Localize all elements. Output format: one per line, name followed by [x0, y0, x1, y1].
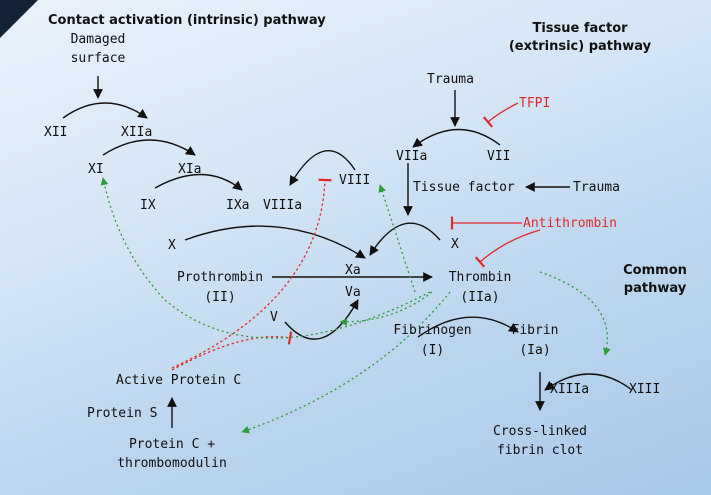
- node-thrombin: Thrombin: [448, 270, 512, 285]
- node-prothrombin: Prothrombin: [176, 270, 264, 285]
- node-active-protein-c: Active Protein C: [116, 373, 242, 388]
- node-protein-s: Protein S: [87, 406, 158, 421]
- node-va: Va: [345, 285, 361, 300]
- node-ixa: IXa: [226, 198, 250, 213]
- node-fibrinogen: Fibrinogen: [393, 323, 472, 338]
- inhibit-apc-viii: [171, 178, 332, 369]
- edge-v-va: [284, 299, 359, 340]
- node-antithrombin: Antithrombin: [523, 216, 617, 231]
- extrinsic-pathway-title-line2: (extrinsic) pathway: [508, 39, 652, 54]
- node-x-intrinsic: X: [168, 238, 176, 253]
- node-fibrin-ia: (Ia): [519, 343, 551, 358]
- node-x-extrinsic: X: [451, 237, 459, 252]
- edge-x-right-xa: [369, 222, 441, 256]
- inhibit-tfpi: [483, 102, 519, 128]
- node-xiia: XIIa: [121, 125, 153, 140]
- node-trauma-top: Trauma: [427, 72, 474, 87]
- node-prothrombin-ii: (II): [204, 290, 236, 305]
- corner-decoration: [0, 0, 38, 38]
- node-damaged-surface-line2: surface: [70, 51, 126, 66]
- feedback-thrombin-protein-c: [241, 291, 451, 434]
- node-vii: VII: [487, 149, 511, 164]
- node-thrombin-iia: (IIa): [460, 290, 500, 305]
- edge-xiii-xiiia: [544, 373, 633, 391]
- extrinsic-pathway-title-line1: Tissue factor: [532, 21, 628, 36]
- node-tfpi: TFPI: [519, 96, 551, 111]
- common-pathway-title-line2: pathway: [623, 281, 687, 296]
- feedback-thrombin-xiii: [539, 271, 611, 356]
- node-protein-c-line2: thrombomodulin: [117, 456, 227, 471]
- feedback-thrombin-xi: [100, 177, 431, 339]
- node-ix: IX: [140, 198, 156, 213]
- edge-vii-viia: [412, 128, 501, 148]
- node-viii: VIII: [339, 173, 371, 188]
- node-trauma-right: Trauma: [573, 180, 620, 195]
- node-xii: XII: [44, 125, 68, 140]
- inhibit-apc-v: [171, 331, 293, 371]
- node-protein-c-line1: Protein C +: [128, 437, 216, 452]
- edge-xii-xiia: [62, 102, 148, 119]
- edge-xi-xia: [102, 139, 196, 156]
- node-xia: XIa: [178, 162, 202, 177]
- node-viiia: VIIIa: [263, 198, 303, 213]
- node-xiiia: XIIIa: [550, 382, 590, 397]
- node-tissue-factor: Tissue factor: [413, 180, 515, 195]
- feedback-thrombin-v: [339, 291, 433, 326]
- inhibit-antithrombin-thrombin: [474, 229, 541, 268]
- node-crosslinked-line1: Cross-linked: [493, 424, 587, 439]
- node-xiii: XIII: [629, 382, 661, 397]
- node-fibrin: Fibrin: [511, 323, 559, 338]
- node-damaged-surface-line1: Damaged: [70, 32, 126, 47]
- node-v: V: [270, 310, 278, 325]
- common-pathway-title-line1: Common: [623, 263, 687, 278]
- edge-x-xa: [184, 225, 366, 259]
- node-fibrinogen-i: (I): [420, 343, 445, 358]
- intrinsic-pathway-title: Contact activation (intrinsic) pathway: [48, 13, 326, 28]
- node-xa: Xa: [345, 263, 361, 278]
- node-xi: XI: [88, 162, 104, 177]
- edge-fibrinogen-fibrin: [417, 316, 519, 338]
- node-crosslinked-line2: fibrin clot: [496, 443, 584, 458]
- feedback-thrombin-viii: [378, 184, 416, 293]
- node-viia: VIIa: [396, 149, 428, 164]
- edge-ix-ixa: [154, 173, 243, 191]
- edge-viii-viiia: [289, 150, 356, 186]
